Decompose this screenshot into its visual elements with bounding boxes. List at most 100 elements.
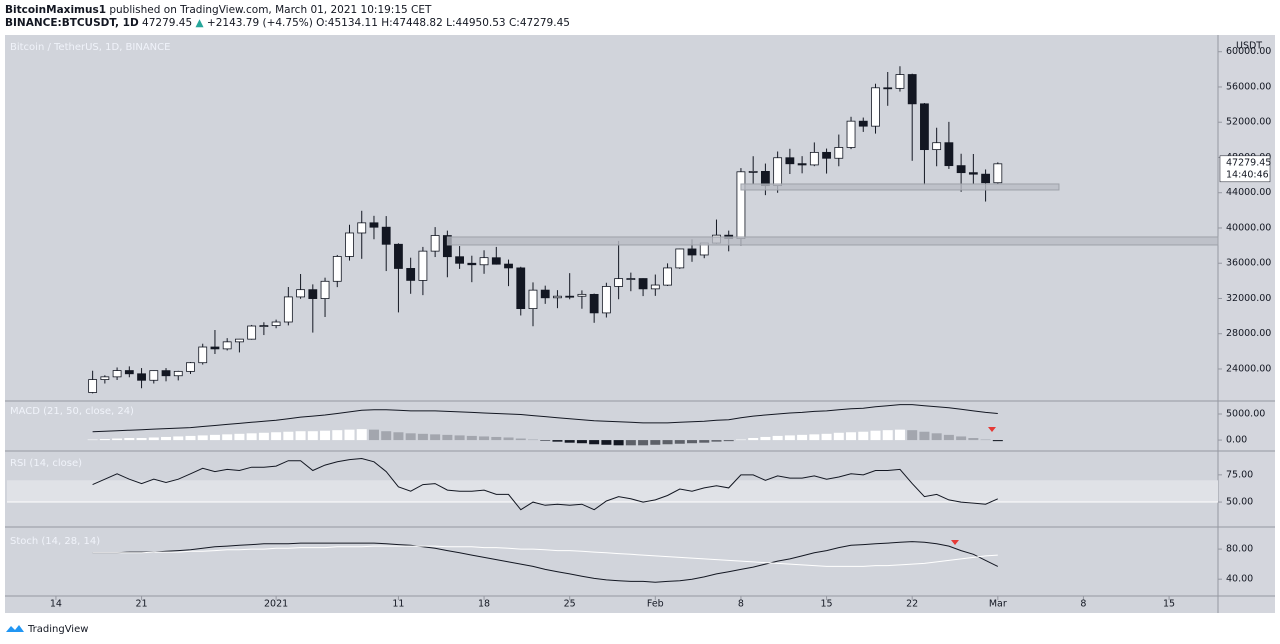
author: BitcoinMaximus1 [5, 4, 106, 16]
candle-body [577, 293, 587, 297]
candle-body [332, 256, 342, 282]
x-tick-label: Feb [647, 599, 664, 610]
histogram-bar [405, 433, 416, 441]
y-tick-label: 32000.00 [1226, 293, 1271, 304]
histogram-bar [148, 437, 159, 441]
x-tick-label: 2021 [264, 599, 288, 610]
x-tick-label: 11 [392, 599, 404, 610]
y-tick-label: 36000.00 [1226, 258, 1271, 269]
histogram-bar [576, 440, 587, 444]
histogram-bar [968, 438, 979, 441]
candle-body [308, 289, 318, 299]
candle-body [858, 120, 868, 127]
up-arrow: ▲ [196, 17, 205, 29]
histogram-bar [687, 440, 698, 444]
header-line: BitcoinMaximus1 published on TradingView… [5, 4, 432, 16]
indicator-title: MACD (21, 50, close, 24) [10, 406, 134, 417]
indicator-line [92, 541, 999, 583]
x-tick-label: 8 [738, 599, 744, 610]
histogram-bar [882, 430, 893, 441]
histogram-bar [711, 440, 722, 442]
y-tick-label: 50.00 [1226, 497, 1253, 508]
histogram-bar [209, 434, 220, 441]
candle-body [418, 250, 428, 281]
histogram-bar [846, 432, 857, 441]
histogram-bar [503, 437, 514, 441]
candle-body [455, 256, 464, 264]
candle-body [100, 376, 110, 380]
candle-body [553, 295, 562, 299]
y-tick-label: 28000.00 [1226, 328, 1271, 339]
indicator-title: RSI (14, close) [10, 458, 82, 469]
x-tick-label: 18 [478, 599, 490, 610]
histogram-bar [430, 434, 441, 441]
indicator-line [92, 457, 999, 511]
support-zone [446, 236, 1219, 246]
candle-body [491, 257, 501, 265]
histogram-bar [332, 430, 343, 441]
open: O:45134.11 [316, 17, 378, 29]
histogram-bar [601, 440, 612, 445]
price-label: 47279.45 [1226, 157, 1271, 168]
candle-body [907, 74, 917, 105]
candle-body [357, 222, 367, 234]
histogram-bar [454, 435, 465, 441]
countdown: 14:40:46 [1226, 169, 1269, 180]
candle-body [895, 74, 905, 89]
histogram-bar [956, 436, 967, 441]
y-tick-label: 24000.00 [1226, 363, 1271, 374]
x-tick-label: 8 [1080, 599, 1086, 610]
candle-body [124, 370, 134, 375]
candle-body [259, 325, 269, 327]
symbol: BINANCE:BTCUSDT, 1D [5, 17, 139, 29]
histogram-bar [833, 432, 844, 441]
histogram-bar [368, 429, 379, 441]
candle-body [137, 373, 146, 381]
candle-body [161, 370, 171, 377]
candle-body [626, 278, 636, 280]
histogram-bar [527, 439, 538, 441]
change: +2143.79 (+4.75%) [207, 17, 313, 29]
histogram-bar [613, 440, 624, 446]
candle-body [320, 280, 330, 299]
histogram-bar [662, 440, 673, 445]
histogram-bar [185, 435, 196, 441]
histogram-bar [540, 440, 551, 441]
histogram-bar [112, 438, 123, 441]
histogram-bar [784, 435, 795, 441]
x-tick-label: 14 [50, 599, 62, 610]
low: L:44950.53 [446, 17, 506, 29]
histogram-bar [515, 438, 526, 441]
histogram-bar [797, 434, 808, 441]
y-tick-label: 40000.00 [1226, 222, 1271, 233]
candle-body [112, 370, 122, 378]
candle-body [650, 284, 660, 290]
histogram-bar [466, 435, 477, 441]
y-tick-label: 0.00 [1226, 435, 1247, 446]
histogram-bar [307, 431, 318, 441]
signal-arrow [951, 540, 959, 545]
candle-body [944, 142, 954, 167]
y-tick-label: 60000.00 [1226, 46, 1271, 57]
candle-body [149, 370, 159, 381]
histogram-bar [234, 433, 245, 441]
x-tick-label: 22 [906, 599, 918, 610]
y-tick-label: 75.00 [1226, 469, 1253, 480]
histogram-bar [320, 430, 331, 441]
candle-body [834, 147, 844, 159]
histogram-bar [552, 440, 563, 442]
candle-body [186, 362, 195, 372]
candle-body [222, 341, 232, 350]
candle-body [394, 243, 403, 269]
price-label-bg [1219, 155, 1271, 183]
candle-body [345, 232, 354, 257]
candle-body [981, 173, 990, 184]
signal-arrow [988, 427, 996, 432]
brand: TradingView [27, 624, 88, 635]
candle-body [687, 248, 697, 256]
candle-body [235, 338, 244, 343]
histogram-bar [222, 434, 233, 441]
candle-body [381, 226, 391, 245]
candle-body [993, 163, 1003, 184]
histogram-bar [919, 431, 930, 441]
